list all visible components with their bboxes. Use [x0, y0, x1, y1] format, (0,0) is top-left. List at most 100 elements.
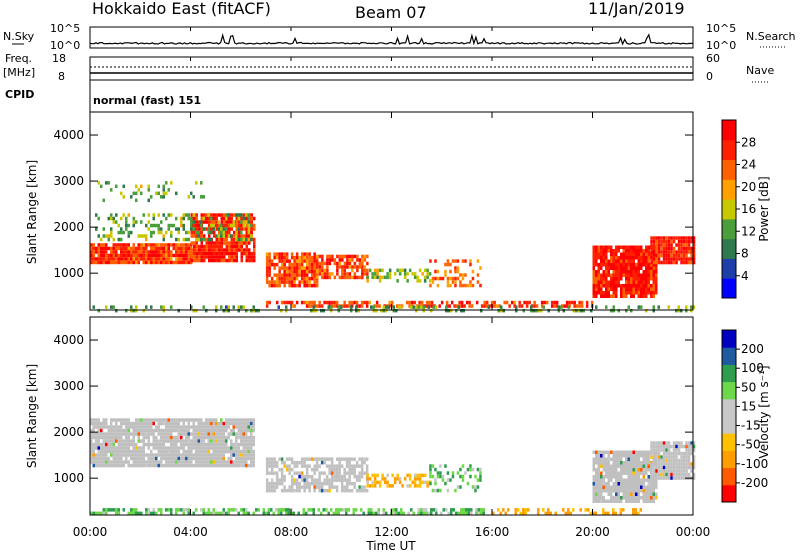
heatmap-cell	[670, 465, 673, 470]
heatmap-cell	[378, 304, 381, 308]
heatmap-cell	[600, 496, 603, 500]
heatmap-cell	[652, 273, 655, 277]
heatmap-cell	[429, 259, 432, 263]
heatmap-cell	[338, 474, 341, 479]
heatmap-cell	[240, 213, 243, 217]
heatmap-cell	[110, 257, 113, 261]
heatmap-cell	[142, 460, 145, 464]
heatmap-cell	[105, 421, 108, 426]
heatmap-cell	[215, 463, 218, 468]
nave-tick-bottom: 0	[706, 70, 713, 83]
heatmap-cell	[677, 448, 681, 452]
heatmap-cell	[187, 260, 190, 265]
heatmap-cell	[627, 496, 630, 500]
heatmap-cell	[190, 216, 193, 221]
heatmap-cell	[90, 421, 93, 426]
heatmap-cell	[238, 220, 241, 224]
heatmap-cell	[612, 485, 615, 489]
heatmap-cell	[632, 270, 635, 274]
heatmap-cell	[285, 300, 289, 305]
heatmap-cell	[222, 230, 225, 235]
heatmap-cell	[102, 418, 105, 422]
heatmap-cell	[193, 251, 196, 256]
heatmap-cell	[600, 277, 603, 281]
heatmap-cell	[687, 448, 691, 452]
heatmap-cell	[290, 478, 294, 482]
heatmap-cell	[333, 300, 336, 305]
heatmap-cell	[615, 471, 618, 475]
heatmap-cell	[265, 255, 269, 260]
heatmap-cell	[597, 464, 600, 468]
heatmap-cell	[100, 446, 103, 450]
heatmap-cell	[562, 508, 565, 512]
heatmap-cell	[610, 499, 613, 503]
colorbar-frame	[721, 329, 737, 503]
heatmap-cell	[305, 485, 309, 489]
heatmap-cell	[640, 259, 643, 263]
heatmap-cell	[500, 308, 503, 313]
heatmap-cell	[117, 432, 120, 436]
heatmap-cell	[471, 276, 475, 281]
heatmap-cell	[185, 243, 188, 247]
heatmap-cell	[310, 255, 314, 260]
heatmap-cell	[197, 453, 200, 457]
heatmap-cell	[313, 252, 316, 256]
heatmap-cell	[647, 266, 650, 270]
heatmap-cell	[425, 300, 429, 305]
heatmap-cell	[107, 237, 110, 242]
heatmap-cell	[652, 239, 656, 244]
heatmap-cell	[410, 508, 413, 512]
heatmap-cell	[652, 462, 656, 466]
heatmap-cell	[117, 230, 120, 235]
heatmap-cell	[200, 244, 203, 249]
y-tick-label: 2000	[53, 425, 84, 439]
heatmap-cell	[615, 468, 618, 472]
heatmap-cell	[660, 253, 663, 258]
heatmap-cell	[152, 223, 155, 228]
heatmap-cell	[635, 496, 638, 500]
heatmap-cell	[592, 492, 595, 496]
heatmap-cell	[162, 308, 165, 313]
heatmap-cell	[440, 511, 443, 516]
heatmap-cell	[647, 475, 650, 479]
heatmap-cell	[360, 304, 364, 308]
heatmap-cell	[205, 425, 208, 429]
heatmap-cell	[660, 250, 663, 254]
heatmap-cell	[110, 418, 113, 422]
heatmap-cell	[665, 465, 668, 470]
heatmap-cell	[240, 460, 243, 464]
heatmap-cell	[322, 508, 325, 512]
heatmap-cell	[235, 421, 238, 426]
heatmap-cell	[160, 418, 163, 422]
heatmap-cell	[530, 305, 533, 309]
heatmap-cell	[233, 230, 236, 235]
heatmap-cell	[612, 284, 615, 288]
heatmap-cell	[172, 439, 175, 443]
heatmap-cell	[642, 273, 645, 277]
heatmap-cell	[690, 451, 693, 456]
heatmap-cell	[321, 265, 324, 269]
heatmap-cell	[422, 305, 425, 309]
heatmap-cell	[117, 439, 120, 443]
colorbar-swatch	[722, 159, 736, 180]
heatmap-cell	[195, 220, 198, 224]
heatmap-cell	[275, 508, 278, 512]
heatmap-cell	[172, 223, 175, 228]
heatmap-cell	[346, 254, 349, 259]
heatmap-cell	[330, 471, 334, 475]
heatmap-cell	[160, 421, 163, 426]
heatmap-cell	[247, 421, 250, 426]
heatmap-cell	[235, 241, 238, 245]
heatmap-cell	[97, 446, 100, 450]
heatmap-cell	[388, 275, 392, 280]
heatmap-cell	[592, 475, 595, 479]
heatmap-cell	[640, 263, 643, 267]
heatmap-cell	[210, 255, 213, 259]
heatmap-cell	[167, 213, 170, 217]
heatmap-cell	[215, 234, 218, 238]
heatmap-cell	[305, 471, 309, 475]
heatmap-cell	[250, 463, 253, 468]
heatmap-cell	[295, 255, 299, 260]
heatmap-cell	[318, 254, 322, 259]
heatmap-cell	[393, 480, 397, 485]
